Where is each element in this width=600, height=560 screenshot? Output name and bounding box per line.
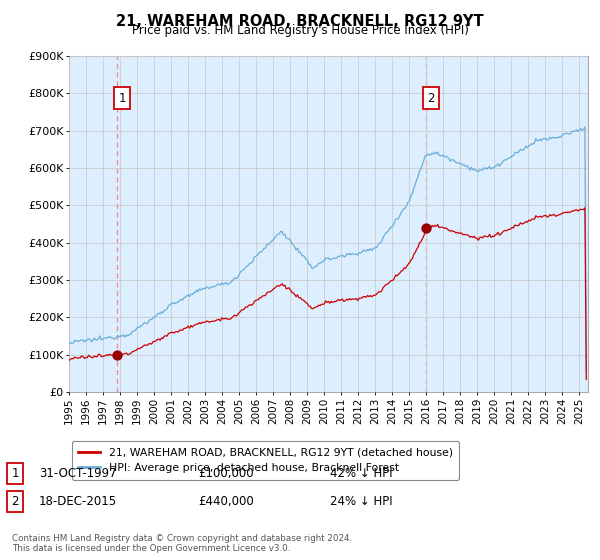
Text: 2: 2: [11, 494, 19, 508]
Legend: 21, WAREHAM ROAD, BRACKNELL, RG12 9YT (detached house), HPI: Average price, deta: 21, WAREHAM ROAD, BRACKNELL, RG12 9YT (d…: [72, 441, 459, 479]
Text: 2: 2: [427, 91, 434, 105]
Text: 18-DEC-2015: 18-DEC-2015: [39, 494, 117, 508]
Point: [421, 223, 430, 232]
Text: £440,000: £440,000: [198, 494, 254, 508]
Text: £100,000: £100,000: [198, 466, 254, 480]
Text: Contains HM Land Registry data © Crown copyright and database right 2024.
This d: Contains HM Land Registry data © Crown c…: [12, 534, 352, 553]
Text: 42% ↓ HPI: 42% ↓ HPI: [330, 466, 392, 480]
Point: [112, 350, 122, 359]
Text: 21, WAREHAM ROAD, BRACKNELL, RG12 9YT: 21, WAREHAM ROAD, BRACKNELL, RG12 9YT: [116, 14, 484, 29]
Text: 1: 1: [11, 466, 19, 480]
Text: 24% ↓ HPI: 24% ↓ HPI: [330, 494, 392, 508]
Text: 31-OCT-1997: 31-OCT-1997: [39, 466, 116, 480]
Text: Price paid vs. HM Land Registry's House Price Index (HPI): Price paid vs. HM Land Registry's House …: [131, 24, 469, 36]
Text: 1: 1: [119, 91, 126, 105]
